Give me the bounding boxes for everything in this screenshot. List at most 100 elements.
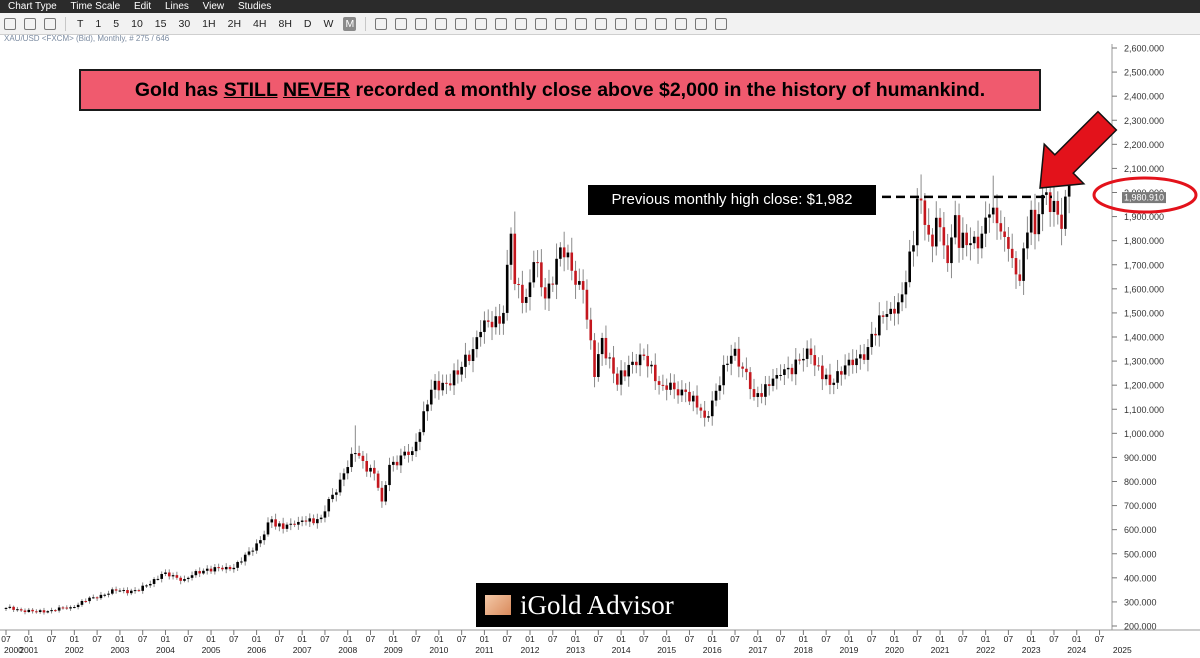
candle (323, 505, 327, 523)
candle (991, 175, 995, 224)
timeframe-5-button[interactable]: 5 (113, 17, 120, 30)
candle (957, 203, 961, 263)
candle-body (107, 593, 110, 595)
candle-body (483, 320, 486, 332)
candle-body (733, 348, 737, 356)
timeframe-4h-button[interactable]: 4H (253, 17, 267, 30)
candle (805, 340, 809, 368)
copy-icon[interactable] (435, 17, 448, 30)
settings-icon[interactable] (715, 17, 728, 30)
candle-body (1022, 248, 1025, 281)
x-tick-label: 01 (70, 634, 80, 644)
fib-icon[interactable] (595, 17, 608, 30)
timeframe-d-button[interactable]: D (303, 17, 312, 30)
candle-body (532, 262, 536, 283)
candle-body (805, 348, 809, 359)
timeframe-1h-button[interactable]: 1H (202, 17, 216, 30)
timeframe-2h-button[interactable]: 2H (227, 17, 242, 30)
zoom-out-icon[interactable] (535, 17, 548, 30)
delete-icon[interactable] (455, 17, 468, 30)
timeframe-1-button[interactable]: 1 (95, 17, 102, 30)
undo-icon[interactable] (475, 17, 488, 30)
timeframe-15-button[interactable]: 15 (154, 17, 167, 30)
timeframe-8h-button[interactable]: 8H (278, 17, 292, 30)
zoom-in-icon[interactable] (515, 17, 528, 30)
x-tick-label: 01 (708, 634, 718, 644)
text-tool-icon[interactable] (615, 17, 628, 30)
line-chart-icon[interactable] (44, 17, 56, 30)
grid-icon[interactable] (395, 17, 408, 30)
x-year-label: 2004 (156, 645, 175, 655)
y-tick-label: 400.000 (1124, 573, 1157, 583)
candle-body (699, 407, 703, 411)
candle (19, 607, 23, 613)
candle (467, 350, 471, 366)
candle (494, 306, 498, 335)
candle-body (130, 590, 133, 594)
candle-body (357, 453, 361, 456)
menu-lines[interactable]: Lines (164, 1, 189, 12)
candle (1022, 242, 1025, 295)
flag-icon[interactable] (655, 17, 668, 30)
menu-chart-type[interactable]: Chart Type (8, 1, 57, 12)
candle-body (27, 609, 31, 613)
measure-icon[interactable] (675, 17, 688, 30)
x-year-label: 2000 (4, 645, 23, 655)
candle (148, 580, 152, 588)
candle-body (323, 511, 327, 518)
candle (205, 565, 209, 575)
menu-edit[interactable]: Edit (133, 1, 152, 12)
candle-body (642, 354, 646, 356)
candle-body (486, 320, 490, 322)
redo-icon[interactable] (495, 17, 508, 30)
y-tick-label: 2,400.000 (1124, 92, 1164, 102)
candle (657, 375, 661, 395)
cursor-icon[interactable] (555, 17, 568, 30)
candle (562, 231, 566, 272)
candle-body (703, 410, 706, 418)
candle (217, 563, 220, 572)
candle-body (278, 523, 281, 527)
cut-icon[interactable] (415, 17, 428, 30)
menu-time-scale[interactable]: Time Scale (70, 1, 121, 12)
candle (194, 569, 198, 578)
candle (896, 293, 900, 325)
timeframe-10-button[interactable]: 10 (131, 17, 143, 30)
candle-body (938, 217, 942, 228)
candle-body (984, 217, 987, 234)
eraser-icon[interactable] (695, 17, 708, 30)
candle (262, 530, 266, 545)
crosshair-icon[interactable] (375, 17, 388, 30)
candle-body (665, 385, 668, 390)
candle-body (946, 245, 949, 264)
y-tick-label: 1,500.000 (1124, 308, 1164, 318)
candle-body (342, 473, 346, 480)
arrow-icon[interactable] (635, 17, 648, 30)
candle (908, 239, 911, 288)
candle-chart-icon[interactable] (24, 17, 36, 30)
candle-body (919, 198, 923, 201)
timeframe-m-button[interactable]: M (343, 16, 357, 31)
candle-body (896, 302, 900, 314)
highlight-circle (1092, 176, 1198, 214)
candle (604, 325, 608, 366)
menu-view[interactable]: View (202, 1, 225, 12)
candle (236, 560, 239, 572)
candle (855, 349, 858, 374)
candle-body (691, 395, 695, 402)
candle-body (8, 606, 12, 608)
candle-body (635, 361, 638, 366)
x-year-label: 2006 (247, 645, 266, 655)
candle (354, 425, 357, 462)
line-tool-icon[interactable] (575, 17, 588, 30)
candle-body (969, 243, 972, 246)
timeframe-w-button[interactable]: W (323, 17, 334, 30)
candle (160, 571, 163, 583)
timeframe-t-button[interactable]: T (77, 17, 84, 30)
menu-studies[interactable]: Studies (237, 1, 272, 12)
bar-chart-icon[interactable] (4, 17, 16, 30)
candle-body (741, 366, 744, 369)
y-tick-label: 1,000.000 (1124, 429, 1164, 439)
timeframe-30-button[interactable]: 30 (178, 17, 191, 30)
